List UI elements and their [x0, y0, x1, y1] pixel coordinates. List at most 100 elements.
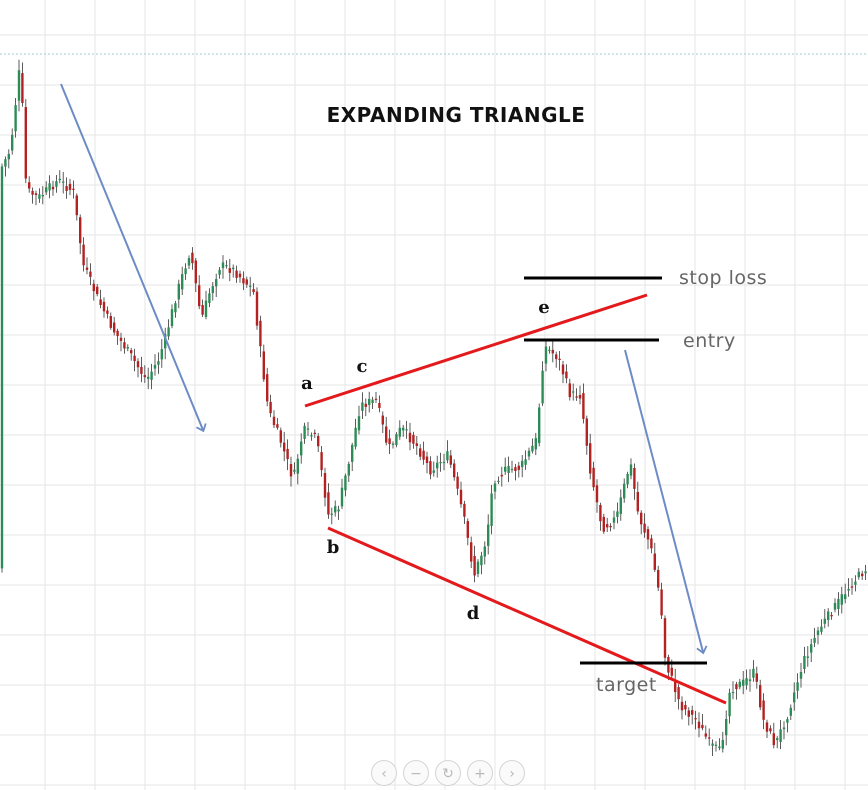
point-label-b: b [327, 537, 340, 558]
candle-down [72, 188, 75, 190]
candle-up [752, 668, 755, 678]
candle-up [160, 349, 163, 360]
candle-down [415, 443, 418, 446]
zoom-in-button[interactable]: + [467, 760, 493, 786]
candle-down [653, 553, 656, 570]
candle-up [820, 626, 823, 632]
scroll-left-button[interactable]: ‹ [371, 760, 397, 786]
point-label-e: e [538, 297, 549, 318]
candle-up [361, 402, 364, 411]
candle-up [181, 274, 184, 290]
candle-down [568, 383, 571, 398]
candle-up [187, 258, 191, 266]
candle-up [745, 678, 748, 686]
candle-up [337, 509, 340, 512]
candle-down [198, 285, 201, 307]
chart-controls: ‹ − ↻ + › [371, 760, 525, 788]
candle-down [85, 267, 89, 270]
candle-down [636, 492, 639, 512]
candle-up [354, 427, 357, 447]
candle-up [45, 187, 48, 193]
candle-up [170, 309, 174, 326]
candle-down [320, 452, 323, 471]
candle-up [398, 427, 401, 437]
candle-up [510, 468, 514, 471]
chart-title: EXPANDING TRIANGLE [327, 103, 586, 127]
candle-up [487, 524, 490, 546]
candle-up [208, 293, 211, 303]
candle-down [28, 182, 31, 189]
candle-down [772, 733, 775, 746]
candle-down [640, 512, 643, 525]
candle-up [619, 497, 622, 514]
downtrend-arrow [60, 83, 207, 433]
candle-down [269, 401, 272, 414]
candle-up [786, 719, 789, 723]
candle-down [266, 374, 269, 402]
candle-up [538, 407, 541, 444]
candle-down [113, 322, 116, 333]
candle-up [215, 279, 218, 287]
lower-trendline [327, 526, 727, 705]
candle-up [531, 445, 534, 452]
candle-up [184, 268, 187, 275]
candle-up [167, 327, 170, 337]
candle-up [782, 727, 786, 730]
candle-down [313, 432, 316, 434]
candle-down [255, 291, 259, 326]
candle-up [857, 571, 860, 578]
candle-up [225, 265, 228, 267]
candle-up [731, 691, 735, 694]
candle-up [725, 719, 728, 736]
candle-up [806, 656, 809, 658]
target-label: target [596, 674, 657, 696]
candle-up [62, 181, 65, 183]
candle-down [24, 107, 27, 179]
candle-up [334, 506, 337, 513]
candle-up [623, 483, 626, 499]
candle-up [827, 611, 830, 620]
candle-up [796, 682, 799, 691]
candle-down [283, 442, 286, 452]
candle-down [130, 350, 133, 354]
candle-up [844, 594, 847, 600]
candle-down [429, 461, 432, 475]
zoom-out-button[interactable]: − [403, 760, 429, 786]
scroll-right-button[interactable]: › [499, 760, 525, 786]
entry-label: entry [683, 330, 736, 352]
point-label-c: c [357, 356, 368, 377]
candle-up [534, 438, 537, 450]
candle-up [810, 644, 813, 653]
candle-down [242, 278, 245, 284]
candle-down [697, 721, 701, 729]
candle-up [153, 364, 157, 369]
candle-down [228, 268, 231, 273]
candle-up [7, 153, 10, 160]
candle-up [446, 451, 449, 461]
candle-down [755, 673, 758, 682]
candle-down [646, 529, 650, 540]
candle-down [381, 415, 384, 425]
candle-down [633, 468, 636, 489]
candle-down [694, 718, 697, 720]
candle-up [11, 134, 14, 151]
candle-down [643, 523, 646, 533]
candle-down [565, 371, 568, 379]
candle-up [711, 743, 714, 746]
candle-down [456, 476, 459, 489]
candle-down [21, 73, 24, 103]
candle-up [840, 594, 843, 605]
candle-down [102, 301, 106, 312]
candle-down [82, 244, 85, 266]
candle-up [833, 603, 837, 610]
candle-down [68, 183, 72, 190]
candle-up [391, 443, 395, 445]
reset-button[interactable]: ↻ [435, 760, 461, 786]
candle-down [762, 700, 765, 720]
candle-up [813, 637, 816, 643]
candle-up [572, 391, 575, 393]
candle-down [650, 538, 653, 549]
candle-up [58, 178, 61, 181]
candle-down [194, 260, 197, 284]
